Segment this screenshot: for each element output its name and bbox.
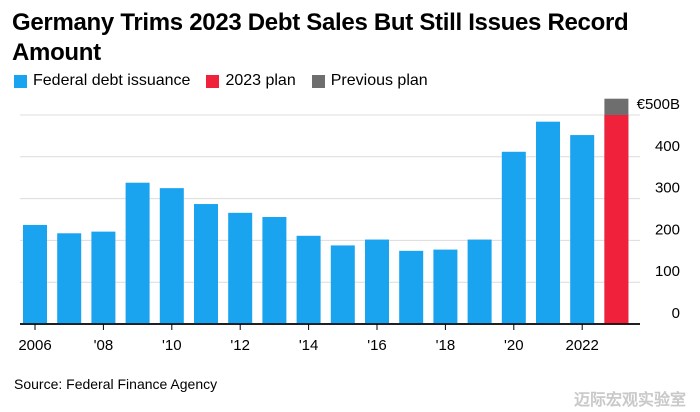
source-note: Source: Federal Finance Agency <box>14 376 218 392</box>
bar-issuance <box>23 224 47 324</box>
bar-issuance <box>433 249 458 324</box>
legend-item-previous-plan: Previous plan <box>311 71 428 91</box>
legend-swatch-issuance <box>14 74 27 88</box>
x-tick-label: '16 <box>367 337 387 354</box>
watermark: 迈际宏观实验室 <box>573 392 686 409</box>
bar-issuance <box>159 188 184 324</box>
x-tick-label: 2006 <box>18 337 51 354</box>
bar-issuance <box>228 212 253 324</box>
chart-title: Germany Trims 2023 Debt Sales But Still … <box>12 9 629 66</box>
bar-issuance <box>125 182 150 324</box>
bar-issuance <box>91 231 116 324</box>
x-tick-label: '12 <box>230 337 250 354</box>
x-tick-label: '10 <box>162 337 182 354</box>
legend-label-2023-plan: 2023 plan <box>225 72 296 89</box>
legend-label-issuance: Federal debt issuance <box>33 72 191 89</box>
y-tick-label: 100 <box>655 263 680 280</box>
legend-label-previous-plan: Previous plan <box>330 72 428 89</box>
x-tick-label: '18 <box>436 337 456 354</box>
y-tick-label: 300 <box>655 180 680 197</box>
bar-issuance <box>536 121 560 324</box>
bar-issuance <box>262 216 287 324</box>
x-tick-label: '14 <box>299 337 319 354</box>
legend: Federal debt issuance 2023 plan Previous… <box>14 71 444 91</box>
bar-issuance <box>399 250 424 324</box>
y-axis-ticks: 0 100 200 300 400 €500B <box>637 96 680 322</box>
bars <box>20 98 640 325</box>
legend-swatch-previous-plan <box>311 74 325 88</box>
x-tick-label: '08 <box>94 337 114 354</box>
y-tick-label: €500B <box>637 96 680 113</box>
bar-issuance <box>330 245 355 324</box>
bar-issuance <box>570 135 595 324</box>
bar-issuance <box>467 239 492 324</box>
legend-swatch-2023-plan <box>206 74 220 88</box>
bar-issuance <box>296 235 321 324</box>
x-axis-ticks: 2006 '08 '10 '12 '14 '16 '18 '20 2022 <box>18 324 599 354</box>
bar-issuance <box>194 204 218 324</box>
x-tick-label: '20 <box>504 337 524 354</box>
legend-item-issuance: Federal debt issuance <box>14 71 190 91</box>
bar-2023-plan <box>604 115 629 324</box>
y-tick-label: 200 <box>655 221 680 238</box>
bar-issuance <box>501 151 526 324</box>
y-tick-label: 0 <box>672 305 680 322</box>
bar-issuance <box>365 239 389 324</box>
legend-item-2023-plan: 2023 plan <box>206 71 296 91</box>
y-tick-label: 400 <box>655 138 680 155</box>
bar-chart: 0 100 200 300 400 €500B 2006 '08 '10 '12 '14 '16 '1… <box>18 96 680 354</box>
bar-issuance <box>57 233 82 324</box>
x-tick-label: 2022 <box>566 337 599 354</box>
